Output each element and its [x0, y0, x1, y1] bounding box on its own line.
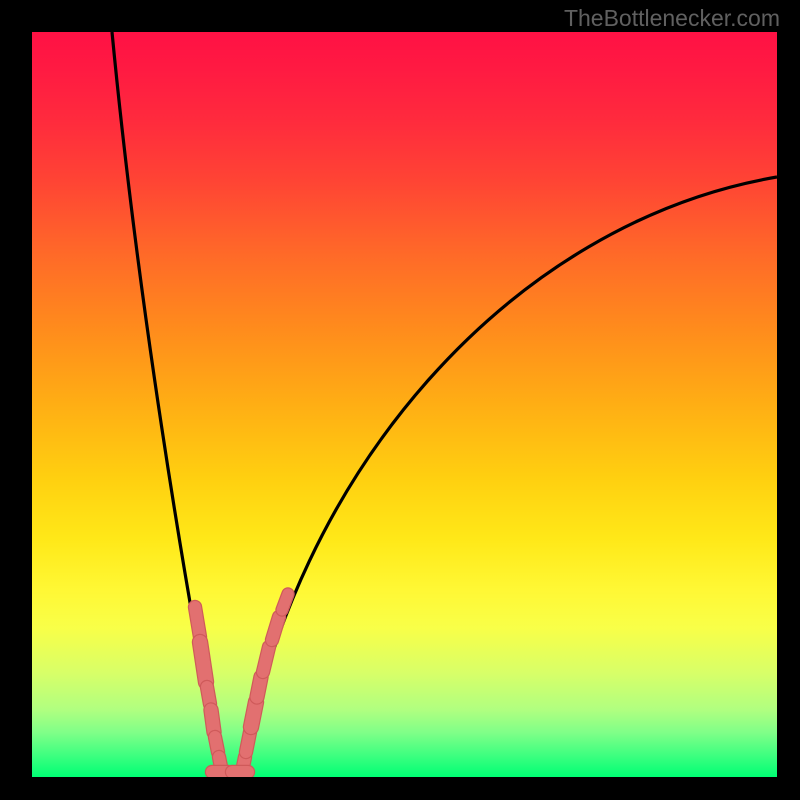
right-marker-chain-segment	[257, 677, 261, 697]
right-marker-chain-segment	[282, 594, 288, 610]
bottleneck-curves	[32, 32, 777, 777]
right-marker-chain-segment	[251, 702, 256, 727]
chart-root: TheBottlenecker.com	[0, 0, 800, 800]
watermark-text: TheBottlenecker.com	[564, 5, 780, 32]
left-marker-chain-segment	[200, 642, 206, 682]
left-marker-chain-segment	[207, 687, 210, 704]
left-marker-chain-segment	[195, 607, 200, 637]
right-curve	[242, 177, 777, 777]
left-marker-chain-segment	[215, 737, 218, 752]
right-marker-chain-segment	[272, 617, 279, 640]
left-marker-chain-segment	[211, 710, 214, 732]
plot-area	[32, 32, 777, 777]
right-marker-chain-segment	[263, 647, 269, 672]
